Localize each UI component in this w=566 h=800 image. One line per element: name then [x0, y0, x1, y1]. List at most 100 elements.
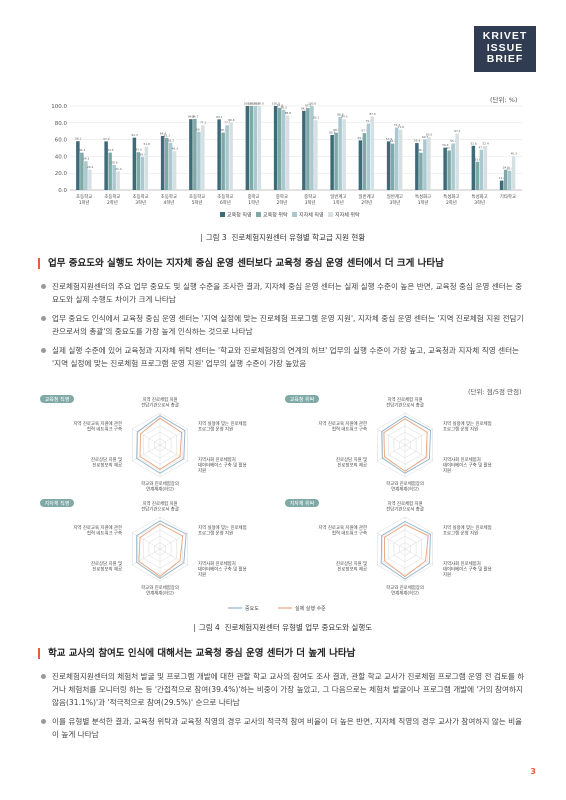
bar-value-label: 67.7 — [362, 129, 368, 133]
radar-series-line — [139, 417, 183, 470]
radar-axis-label-line: 협력 네트워크 구축 — [87, 530, 122, 537]
bar-value-label: 100.0 — [308, 102, 316, 106]
bar — [511, 156, 516, 190]
radar-axis-label-line: 전담기관으로서 총괄 — [386, 506, 424, 513]
radar-spoke — [132, 428, 161, 446]
bar — [419, 152, 423, 190]
radar-panel-tag-bg — [285, 499, 319, 507]
radar-axis-label-line: 데이터베이스 구축 및 활용 — [443, 566, 492, 573]
radar-axis-label-line: 지원 — [198, 467, 206, 474]
bar-value-label: 84.1 — [216, 115, 222, 119]
bar-value-label: 60.3 — [422, 135, 428, 139]
x-category-label: 중학교 — [304, 193, 316, 200]
bar-value-label: 77.1 — [200, 121, 206, 125]
radar-spoke — [159, 444, 188, 462]
bar — [306, 108, 310, 190]
legend-swatch — [328, 212, 333, 217]
bar — [76, 141, 80, 190]
x-category-label: 초등학교 — [189, 193, 205, 200]
x-category-label: 특성화고 — [472, 193, 488, 200]
radar-axis-label-line: 지역 진로교육 지원에 관한 — [318, 524, 367, 531]
radar-axis-label-line: 진로상담 지원 및 — [336, 560, 367, 567]
bar-value-label: 63.0 — [426, 133, 432, 137]
radar-axis-label: 진로상담 지원 및 진로정보의 제공 — [91, 456, 122, 469]
bar — [136, 152, 141, 190]
bar-value-label: 94.3 — [301, 106, 307, 110]
figure3-caption-number: 그림 3 — [205, 233, 227, 242]
bar — [253, 106, 258, 190]
figure3-legend: 교육청 직영 교육청 위탁 지자체 직영 지자체 위탁 — [220, 212, 360, 219]
section1-heading: 업무 중요도와 실행도 차이는 지자체 중심 운영 센터보다 교육청 중심 운영… — [38, 258, 548, 269]
bar — [281, 109, 286, 190]
radar-axis-label-line: 지원 — [198, 571, 206, 578]
radar-spoke — [159, 532, 188, 550]
bar — [257, 106, 262, 190]
bar — [507, 170, 512, 190]
bar-value-label: 46.3 — [172, 147, 178, 151]
radar-panel-tag: 교육청 직영 — [40, 395, 74, 403]
section1-bullet-item: 업무 중요도 인식에서 교육청 중심 운영 센터는 '지역 실정에 맞는 진로체… — [38, 312, 528, 338]
radar-panel-tag-label: 교육청 위탁 — [290, 396, 315, 403]
bar-value-label: 77.1 — [224, 121, 230, 125]
radar-axis-label: 진로상담 지원 및 진로정보의 제공 — [336, 560, 367, 573]
bar-value-label: 100.0 — [252, 102, 260, 106]
radar-axis-label-line: 데이터베이스 구축 및 활용 — [198, 462, 247, 469]
bar-value-label: 97.8 — [277, 103, 283, 107]
radar-series-line — [380, 520, 431, 580]
bar-value-label: 34.3 — [83, 157, 89, 161]
radar-axis-label-line: 학교와 진로체험장의 — [141, 584, 179, 591]
radar-axis-label: 지역 진로체험 지원 전담기관으로서 총괄 — [386, 500, 424, 513]
x-category-label: 초등학교 — [76, 193, 92, 200]
radar-axis-label: 지역 진로교육 지원에 관한 협력 네트워크 구축 — [73, 524, 122, 537]
radar-series-line — [384, 524, 429, 578]
bar-value-label: 29.9 — [111, 160, 117, 164]
radar-spoke — [404, 444, 433, 462]
x-category-label: 1학년 — [79, 199, 90, 206]
bar — [116, 171, 120, 190]
x-category-label: 2학년 — [276, 199, 287, 206]
legend-swatch — [292, 212, 297, 217]
bar-value-label: 80.6 — [228, 118, 234, 122]
bar-value-label: 55.2 — [390, 139, 396, 143]
bar — [394, 127, 399, 190]
bar-value-label: 65.5 — [329, 130, 335, 134]
bar — [423, 139, 427, 190]
section1-bullets: 진로체험지원센터의 주요 업무 중요도 및 실행 수준을 조사한 결과, 지자체… — [38, 280, 528, 376]
radar-axis-label: 지역 실정에 맞는 진로체험 프로그램 운영 지원 — [198, 524, 247, 537]
figure4-unit: (단위: 점/5점 만점) — [468, 388, 522, 396]
bar-value-label: 47.9 — [479, 145, 485, 149]
radar-axis-label-line: 지역 실정에 맞는 진로체험 — [198, 420, 247, 427]
bar — [84, 161, 88, 190]
bar — [229, 122, 233, 190]
x-category-label: 중학교 — [276, 193, 288, 200]
bar — [366, 123, 371, 190]
radar-axis-label-line: 진로정보의 제공 — [337, 462, 367, 469]
radar-axis-label-line: 프로그램 운영 지원 — [198, 530, 233, 537]
x-category-label: 3학년 — [474, 199, 485, 206]
radar-axis-label-line: 지역 진로체험 지원 — [142, 396, 177, 403]
bar-value-label: 45.0 — [136, 148, 142, 152]
bar — [415, 143, 419, 190]
bar — [197, 131, 201, 190]
y-tick-label: 60.0 — [55, 138, 68, 144]
bar-value-label: 69.3 — [196, 127, 202, 131]
bar — [160, 135, 165, 190]
x-category-label: 초등학교 — [133, 193, 149, 200]
radar-axis-label: 지역 실정에 맞는 진로체험 프로그램 운영 지원 — [443, 524, 492, 537]
figure4-caption: 그림 4 진로체험지원센터 유형별 업무 중요도와 실행도 — [0, 622, 566, 633]
bar — [358, 140, 363, 190]
bar-value-label: 86.8 — [337, 113, 343, 117]
radar-axis-label-line: 지역 진로교육 지원에 관한 — [73, 524, 122, 531]
radar-axis-label: 진로상담 지원 및 진로정보의 제공 — [91, 560, 122, 573]
radar-axis-label-line: 지역 진로체험 지원 — [387, 396, 422, 403]
y-tick-label: 100.0 — [51, 104, 67, 110]
section2-bullet-item: 이를 유형별 분석한 결과, 교육청 위탁과 교육청 직영의 경우 교사의 적극… — [38, 715, 528, 741]
radar-axis-label-line: 지역 진로체험 지원 — [142, 500, 177, 507]
radar-axis-label-line: 연계체계(허브) — [146, 486, 174, 493]
radar-axis-label: 지역 진로체험 지원 전담기관으로서 총괄 — [386, 396, 424, 409]
bar-value-label: 57.9 — [386, 137, 392, 141]
radar-axis-label-line: 프로그램 운영 지원 — [198, 426, 233, 433]
radar-axis-label-line: 협력 네트워크 구축 — [332, 426, 367, 433]
bar — [499, 180, 504, 190]
bar-value-label: 100.0 — [256, 102, 264, 106]
